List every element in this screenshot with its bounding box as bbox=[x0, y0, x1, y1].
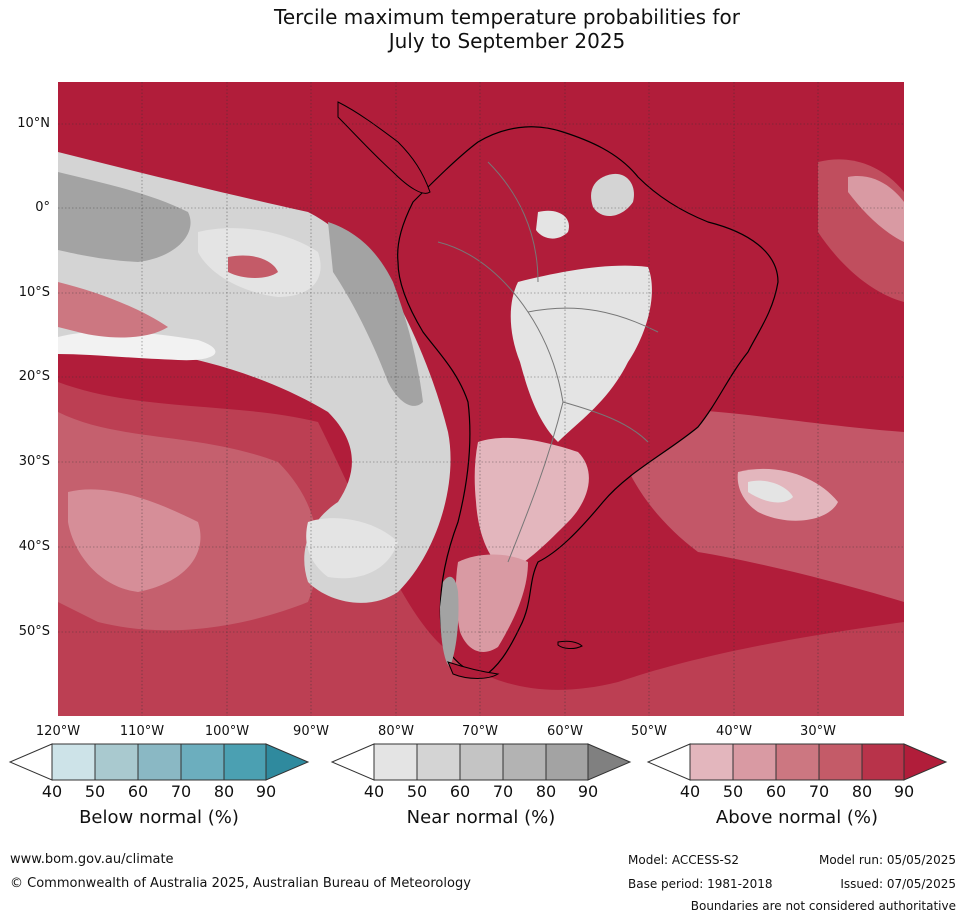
near-tick-90: 90 bbox=[577, 782, 599, 801]
below-swatch-1 bbox=[51, 743, 96, 781]
lat-label-0: 0° bbox=[35, 200, 50, 215]
pacific-white-streaks bbox=[58, 331, 216, 361]
south-america bbox=[337, 101, 779, 679]
falkland-islands bbox=[557, 640, 583, 649]
interior-near-normal bbox=[510, 265, 652, 442]
colorbar-above-title: Above normal (%) bbox=[715, 807, 879, 828]
atlantic-white-patch bbox=[748, 480, 793, 503]
lon-label-110w: 110°W bbox=[119, 724, 165, 739]
above-tick-90: 90 bbox=[893, 782, 915, 801]
colorbar-near-swatches bbox=[330, 743, 632, 781]
near-swatch-4 bbox=[502, 743, 547, 781]
patagonia-near-normal bbox=[440, 576, 459, 667]
title-line-1: Tercile maximum temperature probabilitie… bbox=[274, 5, 740, 29]
above-tick-40: 40 bbox=[679, 782, 701, 801]
above-swatch-1 bbox=[689, 743, 734, 781]
map-canvas bbox=[58, 82, 904, 716]
lon-label-50w: 50°W bbox=[631, 724, 667, 739]
near-tick-50: 50 bbox=[406, 782, 428, 801]
pacific-near-normal-south bbox=[306, 518, 398, 579]
above-tick-60: 60 bbox=[765, 782, 787, 801]
below-tick-60: 60 bbox=[127, 782, 149, 801]
above-swatch-6 bbox=[903, 743, 948, 781]
lon-label-40w: 40°W bbox=[716, 724, 752, 739]
below-swatch-4 bbox=[180, 743, 225, 781]
below-swatch-3 bbox=[137, 743, 182, 781]
lon-label-100w: 100°W bbox=[204, 724, 250, 739]
atlantic-north-light bbox=[848, 176, 904, 242]
lat-label-10n: 10°N bbox=[17, 116, 50, 131]
pacific-grey-core bbox=[58, 172, 191, 262]
colorbar-above-swatches bbox=[646, 743, 948, 781]
graticule bbox=[58, 82, 904, 716]
lat-label-30s: 30°S bbox=[18, 454, 50, 469]
above-swatch-2 bbox=[732, 743, 777, 781]
near-swatch-0 bbox=[330, 743, 375, 781]
model-run-date: Model run: 05/05/2025 bbox=[818, 853, 956, 867]
lon-label-80w: 80°W bbox=[378, 724, 414, 739]
above-swatch-5 bbox=[861, 743, 905, 781]
below-tick-80: 80 bbox=[213, 782, 235, 801]
below-tick-70: 70 bbox=[170, 782, 192, 801]
tierra-del-fuego bbox=[447, 661, 500, 679]
colorbar-below-normal bbox=[8, 743, 310, 785]
lon-label-30w: 30°W bbox=[800, 724, 836, 739]
above-tick-80: 80 bbox=[851, 782, 873, 801]
below-swatch-6 bbox=[265, 743, 310, 781]
near-swatch-3 bbox=[459, 743, 504, 781]
colorbar-below-title: Below normal (%) bbox=[79, 807, 239, 828]
issued-date: Issued: 07/05/2025 bbox=[840, 877, 956, 891]
colorbar-near-title: Near normal (%) bbox=[406, 807, 556, 828]
below-swatch-2 bbox=[94, 743, 139, 781]
pacific-grey-coast bbox=[328, 222, 423, 406]
interior-light-above bbox=[474, 437, 589, 572]
pacific-above-patch bbox=[228, 255, 278, 278]
below-swatch-0 bbox=[8, 743, 53, 781]
lat-label-10s: 10°S bbox=[18, 285, 50, 300]
above-swatch-4 bbox=[818, 743, 863, 781]
south-pacific-light bbox=[68, 489, 201, 592]
colorbar-above-normal bbox=[646, 743, 948, 785]
base-period: Base period: 1981-2018 bbox=[628, 877, 773, 891]
lat-label-40s: 40°S bbox=[18, 539, 50, 554]
lon-label-70w: 70°W bbox=[462, 724, 498, 739]
pacific-pink-band bbox=[58, 282, 168, 338]
title-line-2: July to September 2025 bbox=[388, 29, 626, 53]
southern-cone-light bbox=[455, 554, 528, 652]
map-title: Tercile maximum temperature probabilitie… bbox=[0, 5, 965, 53]
above-swatch-3 bbox=[775, 743, 820, 781]
below-tick-50: 50 bbox=[84, 782, 106, 801]
lon-label-120w: 120°W bbox=[35, 724, 81, 739]
near-swatch-2 bbox=[416, 743, 461, 781]
lon-label-90w: 90°W bbox=[293, 724, 329, 739]
colorbar-below-swatches bbox=[8, 743, 310, 781]
near-swatch-1 bbox=[373, 743, 418, 781]
central-america bbox=[337, 101, 431, 194]
below-tick-40: 40 bbox=[41, 782, 63, 801]
near-tick-80: 80 bbox=[535, 782, 557, 801]
colorbar-near-normal bbox=[330, 743, 632, 785]
near-tick-60: 60 bbox=[449, 782, 471, 801]
above-tick-70: 70 bbox=[808, 782, 830, 801]
lat-label-20s: 20°S bbox=[18, 369, 50, 384]
northeast-near-normal bbox=[591, 173, 634, 217]
boundaries-disclaimer: Boundaries are not considered authoritat… bbox=[690, 899, 956, 913]
near-tick-40: 40 bbox=[363, 782, 385, 801]
guiana-light bbox=[536, 210, 569, 239]
above-tick-50: 50 bbox=[722, 782, 744, 801]
model-name: Model: ACCESS-S2 bbox=[628, 853, 740, 867]
below-swatch-5 bbox=[223, 743, 267, 781]
lat-label-50s: 50°S bbox=[18, 624, 50, 639]
probability-map bbox=[58, 82, 904, 716]
below-tick-90: 90 bbox=[255, 782, 277, 801]
lon-label-60w: 60°W bbox=[547, 724, 583, 739]
country-borders bbox=[437, 161, 659, 563]
above-swatch-0 bbox=[646, 743, 691, 781]
near-swatch-5 bbox=[545, 743, 589, 781]
near-tick-70: 70 bbox=[492, 782, 514, 801]
copyright-text: © Commonwealth of Australia 2025, Austra… bbox=[10, 876, 471, 891]
website-link[interactable]: www.bom.gov.au/climate bbox=[10, 852, 174, 867]
near-swatch-6 bbox=[587, 743, 632, 781]
